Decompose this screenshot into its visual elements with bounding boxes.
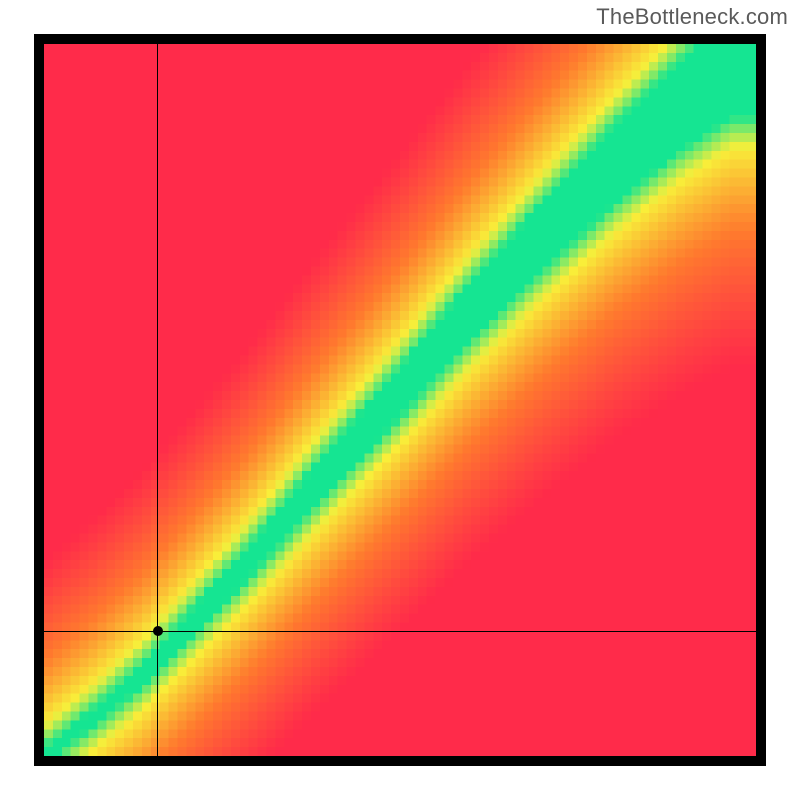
heatmap-canvas (44, 44, 756, 756)
chart-container: { "watermark": { "text": "TheBottleneck.… (0, 0, 800, 800)
heatmap-plot (34, 34, 766, 766)
crosshair-horizontal (44, 631, 756, 632)
watermark-text: TheBottleneck.com (596, 4, 788, 30)
crosshair-vertical (157, 44, 158, 756)
